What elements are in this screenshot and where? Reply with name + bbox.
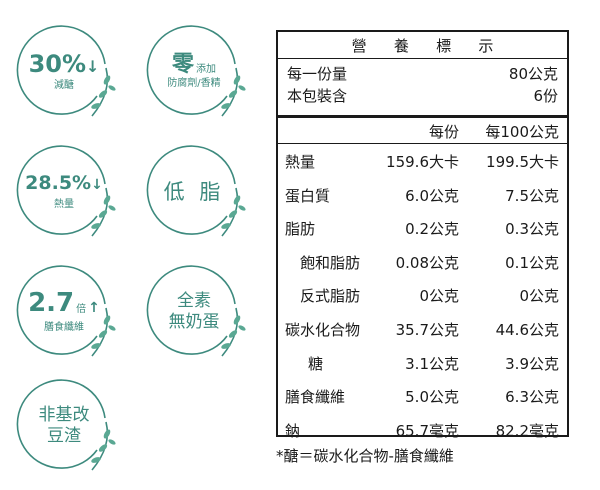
per-serving-value: 0.08公克: [395, 253, 459, 272]
nutrient-name: 糖: [308, 354, 324, 373]
package-label: 本包裝含: [287, 87, 348, 105]
badge-line1: 全素: [177, 290, 211, 311]
nutrition-facts-table: 營 養 標 示 每一份量 80公克 本包裝含 6份 每份 每100公克 熱量 15…: [276, 30, 569, 440]
badge-big-text: 30%: [28, 50, 87, 78]
per-serving-value: 0.2公克: [405, 220, 459, 239]
badge-side-text: 倍: [76, 304, 87, 315]
badge-low-fat: 低 脂: [144, 142, 246, 242]
nutrient-name: 脂肪: [285, 220, 316, 239]
down-arrow-icon: ↓: [86, 57, 100, 76]
badge-caption: 防腐劑/香精: [167, 78, 221, 89]
badge-big-text: 2.7: [28, 288, 75, 318]
nutrient-row: 糖 3.1公克 3.9公克: [278, 346, 567, 380]
package-value: 6份: [533, 87, 558, 105]
col-per-100g: 每100公克: [485, 123, 559, 141]
badge-more-fiber: 2.7 倍 ↑ 膳食纖維: [14, 262, 116, 362]
per-serving-value: 35.7公克: [395, 320, 459, 339]
badge-caption: 膳食纖維: [44, 322, 84, 333]
per-100g-value: 6.3公克: [505, 388, 559, 407]
col-per-serving: 每份: [428, 123, 459, 141]
nutrient-row: 膳食纖維 5.0公克 6.3公克: [278, 379, 567, 413]
column-headers: 每份 每100公克: [278, 118, 567, 144]
nutrient-row: 脂肪 0.2公克 0.3公克: [278, 211, 567, 245]
title-char: 養: [393, 36, 409, 55]
title-char: 標: [436, 36, 452, 55]
badge-caption: 熱量: [54, 198, 74, 210]
per-serving-value: 3.1公克: [405, 354, 459, 373]
badge-label: 低 脂: [163, 179, 225, 204]
per-100g-value: 3.9公克: [505, 354, 559, 373]
title-char: 營: [351, 36, 367, 55]
nutrient-name: 膳食纖維: [285, 388, 346, 407]
badge-line1: 非基改: [38, 404, 90, 425]
nutrient-name: 熱量: [285, 153, 316, 171]
leaf-ring-icon: [16, 265, 116, 357]
leaf-ring-icon: [16, 379, 116, 471]
nutrient-name: 鈉: [285, 421, 301, 440]
badge-caption: 減醣: [54, 80, 74, 91]
badge-line2: 豆渣: [47, 426, 81, 446]
badge-reduced-sugar: 30% ↓ 減醣: [14, 22, 116, 122]
per-100g-value: 0.1公克: [505, 253, 559, 272]
title-char: 示: [478, 36, 494, 55]
nutrient-name: 碳水化合物: [285, 320, 361, 339]
leaf-ring-icon: [146, 25, 246, 117]
nutrition-title: 營 養 標 示: [278, 32, 567, 59]
per-100g-value: 44.6公克: [495, 320, 559, 339]
badge-vegan: 全素 無奶蛋: [144, 262, 246, 362]
per-serving-value: 6.0公克: [405, 186, 459, 205]
nutrient-name: 反式脂肪: [300, 287, 361, 306]
serving-value: 80公克: [508, 65, 558, 83]
nutrient-row: 飽和脂肪 0.08公克 0.1公克: [278, 245, 567, 279]
nutrient-rows: 熱量 159.6大卡 199.5大卡蛋白質 6.0公克 7.5公克脂肪 0.2公克 0.3公…: [278, 144, 567, 446]
leaf-ring-icon: [16, 145, 116, 237]
per-serving-value: 5.0公克: [405, 388, 459, 407]
nutrient-row: 鈉 65.7毫克 82.2毫克: [278, 413, 567, 447]
per-100g-value: 0公克: [519, 287, 559, 306]
badge-non-gmo: 非基改 豆渣: [14, 376, 116, 476]
nutrient-row: 蛋白質 6.0公克 7.5公克: [278, 178, 567, 212]
nutrient-row: 熱量 159.6大卡 199.5大卡: [278, 144, 567, 178]
nutrient-name: 蛋白質: [285, 186, 331, 205]
leaf-ring-icon: [16, 25, 116, 117]
per-100g-value: 82.2毫克: [495, 421, 559, 440]
per-serving-value: 65.7毫克: [395, 421, 459, 440]
badge-line2: 無奶蛋: [168, 312, 220, 332]
footnote: *醣＝碳水化合物-膳食纖維: [276, 447, 454, 465]
per-100g-value: 199.5大卡: [486, 153, 559, 171]
badge-big-text: 零: [171, 52, 194, 77]
leaf-ring-icon: [146, 145, 246, 237]
nutrient-row: 反式脂肪 0公克 0公克: [278, 278, 567, 312]
badge-reduced-calories: 28.5% ↓ 熱量: [14, 142, 116, 242]
per-100g-value: 0.3公克: [505, 220, 559, 239]
badge-side-text: 添加: [196, 64, 216, 75]
badge-big-text: 28.5%: [25, 171, 92, 194]
per-100g-value: 7.5公克: [505, 186, 559, 205]
down-arrow-icon: ↓: [91, 176, 103, 193]
up-arrow-icon: ↑: [88, 300, 100, 316]
per-serving-value: 159.6大卡: [386, 153, 459, 171]
serving-info: 每一份量 80公克 本包裝含 6份: [278, 59, 567, 118]
leaf-ring-icon: [146, 265, 246, 357]
serving-label: 每一份量: [287, 65, 348, 83]
per-serving-value: 0公克: [419, 287, 459, 306]
badge-no-additives: 零 添加 防腐劑/香精: [144, 22, 246, 122]
nutrient-name: 飽和脂肪: [300, 253, 361, 272]
nutrient-row: 碳水化合物 35.7公克 44.6公克: [278, 312, 567, 346]
